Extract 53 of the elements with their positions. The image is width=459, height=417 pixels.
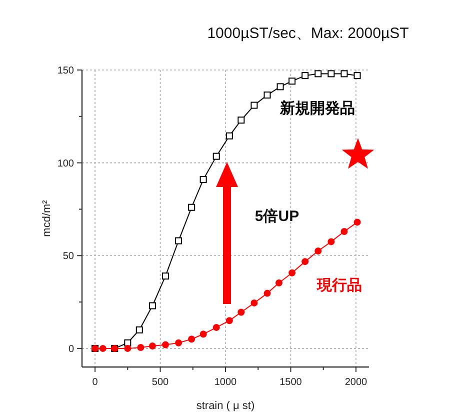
x-axis-title: strain ( μ st)	[196, 400, 255, 412]
point	[264, 92, 271, 99]
point	[340, 70, 348, 78]
point	[276, 83, 284, 90]
point	[250, 299, 258, 306]
x-tick-label: 2000	[344, 377, 368, 388]
point	[328, 238, 335, 246]
y-tick-label: 150	[57, 66, 74, 76]
point	[264, 290, 271, 297]
point	[302, 258, 309, 266]
y-tick-label: 100	[57, 158, 74, 170]
x-tick-label: 0	[92, 377, 98, 388]
series-label: 新規開発品	[279, 99, 355, 117]
point	[328, 70, 335, 78]
point	[200, 176, 207, 184]
point	[212, 152, 220, 160]
annotation: 5倍UP	[254, 208, 300, 225]
point	[354, 218, 361, 226]
point	[354, 72, 361, 80]
point	[200, 330, 207, 338]
point	[288, 78, 296, 85]
point	[238, 308, 245, 316]
point	[226, 132, 233, 140]
point	[314, 70, 322, 78]
point	[175, 237, 182, 244]
point	[137, 344, 144, 352]
point	[288, 269, 296, 276]
point	[275, 279, 282, 286]
x-tick-label: 500	[152, 377, 170, 388]
point	[314, 247, 322, 254]
point	[340, 228, 348, 235]
point	[302, 72, 309, 80]
point	[148, 342, 156, 350]
point	[212, 324, 220, 331]
y-tick-label: 50	[62, 251, 74, 262]
point	[162, 341, 169, 348]
point	[188, 204, 196, 211]
point	[136, 326, 143, 334]
y-axis-title: mcd/m²	[41, 200, 53, 237]
point	[238, 116, 245, 124]
point	[226, 317, 233, 324]
series-label: 現行品	[316, 277, 362, 294]
point	[175, 339, 182, 346]
x-tick-label: 1000	[214, 377, 238, 388]
point	[148, 302, 156, 310]
y-tick-label: 0	[68, 344, 74, 355]
point	[99, 344, 106, 352]
point	[188, 336, 196, 343]
x-tick-label: 1500	[280, 377, 302, 388]
point	[124, 344, 132, 352]
chart-title: 1000µST/sec、Max: 2000µST	[207, 25, 409, 42]
point	[162, 272, 169, 280]
point	[250, 102, 258, 109]
